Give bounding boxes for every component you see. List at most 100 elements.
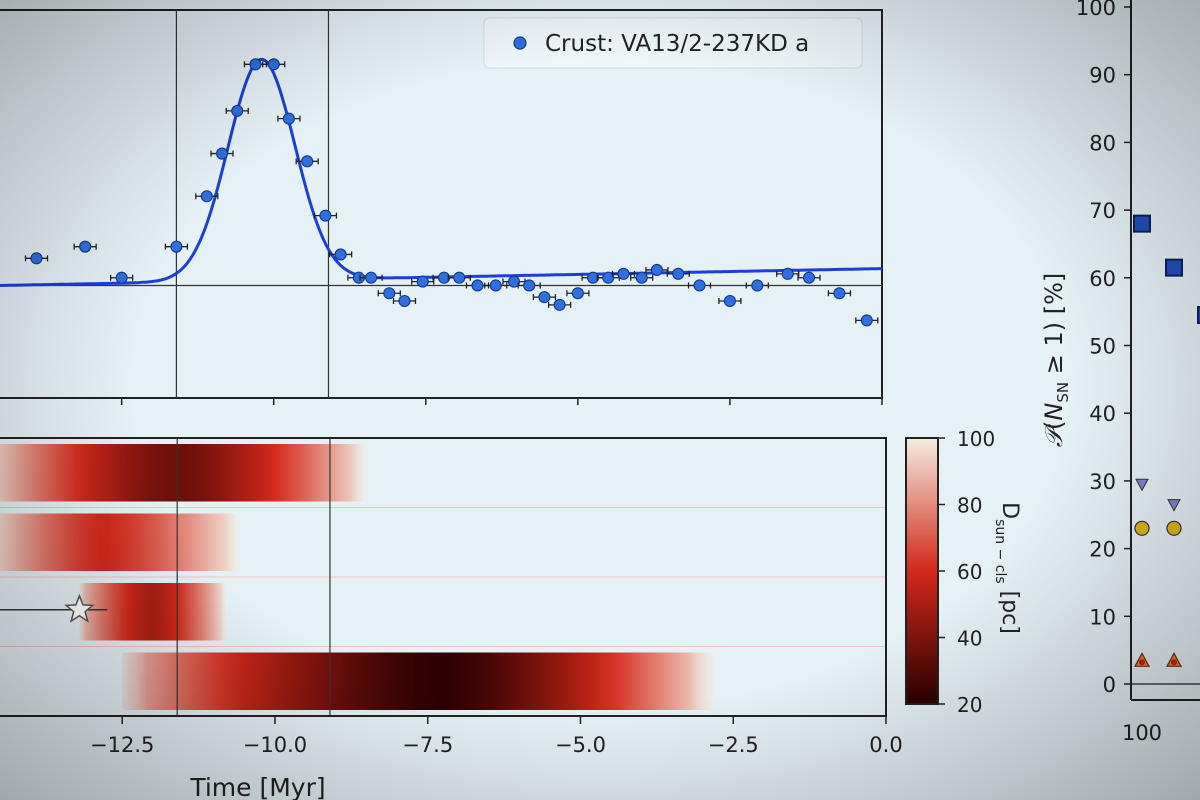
data-marker <box>170 240 183 253</box>
data-marker <box>416 275 429 288</box>
data-point <box>484 279 508 292</box>
data-point <box>745 279 769 292</box>
right-y-tick-label: 50 <box>1089 335 1116 359</box>
triangle-up-inner-marker <box>1171 659 1177 666</box>
colorbar-label: Dsun − cls [pc] <box>992 502 1022 634</box>
x-tick-label: −7.5 <box>402 733 453 757</box>
data-marker <box>672 267 685 280</box>
colorbar-tick-label: 40 <box>957 627 982 651</box>
data-point <box>566 287 590 300</box>
right-y-tick-label: 60 <box>1089 267 1116 291</box>
right-x-tick-label: 100 <box>1122 721 1162 745</box>
x-tick-label: 0.0 <box>869 733 902 757</box>
data-marker <box>115 271 128 284</box>
data-point <box>73 240 97 253</box>
data-point <box>377 287 401 300</box>
data-point <box>611 267 636 280</box>
x-tick-label: −2.5 <box>708 733 759 757</box>
data-point <box>630 271 654 284</box>
right-y-tick-label: 0 <box>1103 673 1116 697</box>
data-marker <box>617 267 630 280</box>
data-marker <box>802 271 816 284</box>
data-point <box>666 267 690 280</box>
data-point <box>164 240 189 253</box>
data-point <box>776 267 800 280</box>
data-point <box>359 271 383 284</box>
data-marker <box>635 271 648 284</box>
data-point <box>645 263 669 277</box>
data-marker <box>398 294 411 308</box>
right-y-tick-label: 30 <box>1089 470 1116 494</box>
right-y-tick-label: 20 <box>1089 538 1116 562</box>
triangle-down-marker <box>1135 478 1149 492</box>
x-tick-label: −12.5 <box>90 733 154 757</box>
data-point <box>210 147 234 160</box>
data-marker <box>650 263 663 277</box>
right-y-tick-label: 100 <box>1076 0 1116 20</box>
data-point <box>225 104 249 117</box>
data-marker <box>453 271 466 284</box>
data-marker <box>781 267 794 280</box>
data-marker <box>693 279 706 292</box>
data-point <box>195 190 219 203</box>
heatmap-segment <box>0 513 239 571</box>
data-marker <box>723 294 736 308</box>
data-point <box>718 294 742 308</box>
data-marker <box>301 155 314 168</box>
right-y-axis-label: 𝒫(NSN ≥ 1) [%] <box>1040 273 1072 448</box>
x-tick-label: −10.0 <box>243 733 307 757</box>
data-marker <box>79 240 92 253</box>
heatmap-segment <box>79 583 227 641</box>
data-marker <box>471 279 484 292</box>
star-marker <box>64 593 95 623</box>
right-y-tick-label: 40 <box>1089 402 1116 426</box>
data-marker <box>364 271 378 284</box>
data-point <box>517 279 541 292</box>
data-point <box>392 294 417 308</box>
x-tick-label: −5.0 <box>555 733 606 757</box>
data-marker <box>383 287 396 300</box>
data-marker <box>489 279 502 292</box>
right-y-tick-label: 80 <box>1089 131 1116 155</box>
data-marker <box>833 287 846 300</box>
data-point <box>547 298 572 311</box>
data-marker <box>215 147 229 160</box>
star-marker-group <box>0 593 108 623</box>
data-marker <box>860 314 873 327</box>
data-point <box>797 271 821 284</box>
circle-marker <box>1134 520 1150 536</box>
legend-marker <box>513 36 527 50</box>
square-marker <box>1165 258 1183 277</box>
top-plot-frame <box>0 9 883 399</box>
gaussian-fit-line <box>0 57 882 287</box>
data-point <box>596 271 620 284</box>
legend-label: Crust: VA13/2-237KD a <box>545 31 809 57</box>
data-marker <box>30 252 43 265</box>
data-point <box>532 291 557 304</box>
data-point <box>277 112 301 125</box>
data-marker <box>267 58 280 71</box>
square-marker <box>1133 214 1151 233</box>
square-marker <box>1197 306 1200 325</box>
data-point <box>110 271 134 284</box>
colorbar-tick-label: 20 <box>957 693 982 717</box>
x-axis-label: Time [Myr] <box>189 773 325 800</box>
data-marker <box>507 275 521 288</box>
data-marker <box>231 104 244 117</box>
colorbar-tick-label: 60 <box>957 560 982 584</box>
data-point <box>447 271 471 284</box>
heatmap-segment <box>122 652 715 710</box>
circle-marker <box>1166 520 1182 536</box>
data-point <box>411 275 435 288</box>
data-marker <box>538 291 551 304</box>
bottom-plot-frame <box>0 437 887 717</box>
colorbar-tick-label: 80 <box>957 494 982 518</box>
right-y-tick-label: 90 <box>1089 64 1116 88</box>
data-point <box>855 314 879 327</box>
data-point <box>313 209 338 222</box>
triangle-down-marker <box>1167 499 1181 512</box>
data-point <box>295 155 319 168</box>
data-marker <box>523 279 536 292</box>
